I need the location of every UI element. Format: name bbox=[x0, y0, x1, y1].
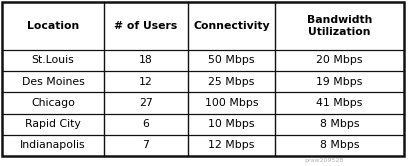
Text: 18: 18 bbox=[139, 55, 153, 65]
Text: 10 Mbps: 10 Mbps bbox=[208, 119, 255, 129]
Text: 25 Mbps: 25 Mbps bbox=[208, 77, 255, 87]
Text: 12 Mbps: 12 Mbps bbox=[208, 140, 255, 150]
Text: praw209528: praw209528 bbox=[304, 158, 343, 163]
Text: 19 Mbps: 19 Mbps bbox=[317, 77, 363, 87]
Text: Rapid City: Rapid City bbox=[25, 119, 81, 129]
Text: 7: 7 bbox=[142, 140, 149, 150]
Text: Connectivity: Connectivity bbox=[193, 21, 270, 31]
Text: 50 Mbps: 50 Mbps bbox=[208, 55, 255, 65]
Text: 27: 27 bbox=[139, 98, 153, 108]
Text: Chicago: Chicago bbox=[31, 98, 75, 108]
Text: Indianapolis: Indianapolis bbox=[20, 140, 86, 150]
Text: 100 Mbps: 100 Mbps bbox=[205, 98, 258, 108]
Text: Location: Location bbox=[27, 21, 79, 31]
Text: # of Users: # of Users bbox=[114, 21, 177, 31]
Text: 12: 12 bbox=[139, 77, 153, 87]
Text: Des Moines: Des Moines bbox=[22, 77, 84, 87]
Text: 8 Mbps: 8 Mbps bbox=[320, 119, 359, 129]
Text: Bandwidth
Utilization: Bandwidth Utilization bbox=[307, 15, 373, 37]
Text: 41 Mbps: 41 Mbps bbox=[317, 98, 363, 108]
Text: 6: 6 bbox=[142, 119, 149, 129]
Text: 8 Mbps: 8 Mbps bbox=[320, 140, 359, 150]
Text: St.Louis: St.Louis bbox=[32, 55, 74, 65]
Text: 20 Mbps: 20 Mbps bbox=[317, 55, 363, 65]
